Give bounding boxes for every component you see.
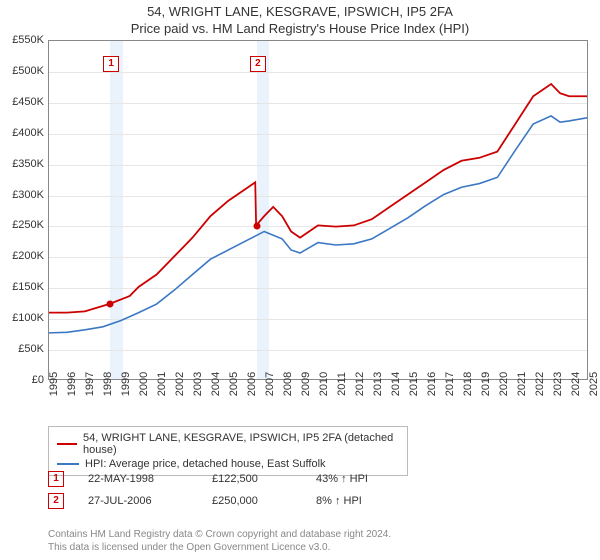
x-tick-label: 1999 bbox=[120, 372, 132, 396]
y-tick-label: £150K bbox=[0, 281, 44, 293]
sale-dot bbox=[107, 300, 114, 307]
legend-swatch bbox=[57, 463, 79, 465]
footer: Contains HM Land Registry data © Crown c… bbox=[48, 528, 391, 554]
x-tick-label: 2021 bbox=[516, 372, 528, 396]
sale-row-date: 27-JUL-2006 bbox=[88, 495, 188, 507]
y-tick-label: £400K bbox=[0, 127, 44, 139]
y-tick-label: £50K bbox=[0, 343, 44, 355]
x-tick-label: 1996 bbox=[66, 372, 78, 396]
y-tick-label: £200K bbox=[0, 250, 44, 262]
x-tick-label: 2002 bbox=[174, 372, 186, 396]
sale-flag-marker: 1 bbox=[103, 56, 119, 72]
plot-area: 12 bbox=[48, 40, 588, 380]
x-tick-label: 2014 bbox=[390, 372, 402, 396]
x-tick-label: 2020 bbox=[498, 372, 510, 396]
x-tick-label: 1995 bbox=[48, 372, 60, 396]
sale-row-diff: 43% ↑ HPI bbox=[316, 473, 416, 485]
legend-row: 54, WRIGHT LANE, KESGRAVE, IPSWICH, IP5 … bbox=[57, 431, 399, 457]
sale-row: 2 27-JUL-2006 £250,000 8% ↑ HPI bbox=[48, 490, 416, 512]
legend-swatch bbox=[57, 443, 77, 445]
x-tick-label: 2008 bbox=[282, 372, 294, 396]
title-sub: Price paid vs. HM Land Registry's House … bbox=[0, 21, 600, 38]
x-tick-label: 2010 bbox=[318, 372, 330, 396]
sale-dot bbox=[253, 223, 260, 230]
x-tick-label: 2022 bbox=[534, 372, 546, 396]
x-tick-label: 2015 bbox=[408, 372, 420, 396]
x-tick-label: 2011 bbox=[336, 372, 348, 396]
footer-line2: This data is licensed under the Open Gov… bbox=[48, 541, 391, 554]
x-tick-label: 2025 bbox=[588, 372, 600, 396]
y-tick-label: £0 bbox=[0, 374, 44, 386]
sale-row: 1 22-MAY-1998 £122,500 43% ↑ HPI bbox=[48, 468, 416, 490]
sale-row-flag: 2 bbox=[48, 493, 64, 509]
x-tick-label: 2007 bbox=[264, 372, 276, 396]
x-tick-label: 2004 bbox=[210, 372, 222, 396]
x-tick-label: 2023 bbox=[552, 372, 564, 396]
x-tick-label: 2018 bbox=[462, 372, 474, 396]
y-tick-label: £250K bbox=[0, 219, 44, 231]
y-tick-label: £450K bbox=[0, 96, 44, 108]
sale-row-date: 22-MAY-1998 bbox=[88, 473, 188, 485]
x-tick-label: 2005 bbox=[228, 372, 240, 396]
x-tick-label: 2009 bbox=[300, 372, 312, 396]
y-tick-label: £500K bbox=[0, 65, 44, 77]
y-tick-label: £300K bbox=[0, 189, 44, 201]
legend-label: 54, WRIGHT LANE, KESGRAVE, IPSWICH, IP5 … bbox=[83, 432, 399, 456]
chart: £0 £50K £100K £150K £200K £250K £300K £350K £400… bbox=[0, 40, 600, 420]
y-tick-label: £350K bbox=[0, 158, 44, 170]
chart-title-block: 54, WRIGHT LANE, KESGRAVE, IPSWICH, IP5 … bbox=[0, 0, 600, 38]
x-tick-label: 2017 bbox=[444, 372, 456, 396]
x-tick-label: 2006 bbox=[246, 372, 258, 396]
sale-row-flag: 1 bbox=[48, 471, 64, 487]
series-hpi bbox=[49, 116, 587, 333]
series-price_paid bbox=[49, 84, 587, 313]
x-tick-label: 2012 bbox=[354, 372, 366, 396]
y-tick-label: £550K bbox=[0, 34, 44, 46]
x-tick-label: 1997 bbox=[84, 372, 96, 396]
x-tick-label: 1998 bbox=[102, 372, 114, 396]
sale-row-price: £250,000 bbox=[212, 495, 292, 507]
sale-row-price: £122,500 bbox=[212, 473, 292, 485]
title-main: 54, WRIGHT LANE, KESGRAVE, IPSWICH, IP5 … bbox=[0, 4, 600, 21]
footer-line1: Contains HM Land Registry data © Crown c… bbox=[48, 528, 391, 541]
sale-flag-marker: 2 bbox=[250, 56, 266, 72]
x-tick-label: 2001 bbox=[156, 372, 168, 396]
sales-table: 1 22-MAY-1998 £122,500 43% ↑ HPI 2 27-JUL-200… bbox=[48, 468, 416, 512]
x-tick-label: 2013 bbox=[372, 372, 384, 396]
x-tick-label: 2003 bbox=[192, 372, 204, 396]
sale-row-diff: 8% ↑ HPI bbox=[316, 495, 416, 507]
x-tick-label: 2016 bbox=[426, 372, 438, 396]
x-tick-label: 2019 bbox=[480, 372, 492, 396]
x-tick-label: 2000 bbox=[138, 372, 150, 396]
y-tick-label: £100K bbox=[0, 312, 44, 324]
x-tick-label: 2024 bbox=[570, 372, 582, 396]
